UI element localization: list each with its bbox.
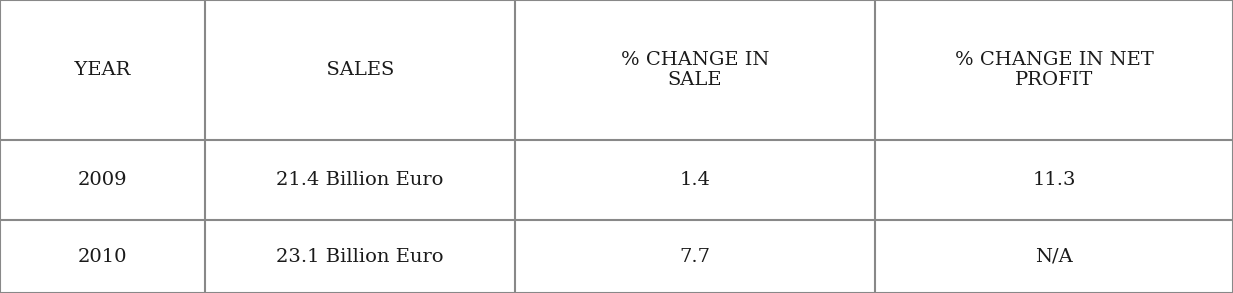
Text: 7.7: 7.7	[679, 248, 710, 265]
Text: 23.1 Billion Euro: 23.1 Billion Euro	[276, 248, 444, 265]
Text: 11.3: 11.3	[1032, 171, 1075, 189]
Text: 2009: 2009	[78, 171, 127, 189]
Text: 21.4 Billion Euro: 21.4 Billion Euro	[276, 171, 444, 189]
Text: YEAR: YEAR	[62, 61, 143, 79]
Text: 1.4: 1.4	[679, 171, 710, 189]
Text: N/A: N/A	[1036, 248, 1073, 265]
Text: % CHANGE IN
SALE: % CHANGE IN SALE	[620, 51, 769, 89]
Text: 2010: 2010	[78, 248, 127, 265]
Text: SALES: SALES	[313, 61, 407, 79]
Text: % CHANGE IN NET
PROFIT: % CHANGE IN NET PROFIT	[954, 51, 1153, 89]
